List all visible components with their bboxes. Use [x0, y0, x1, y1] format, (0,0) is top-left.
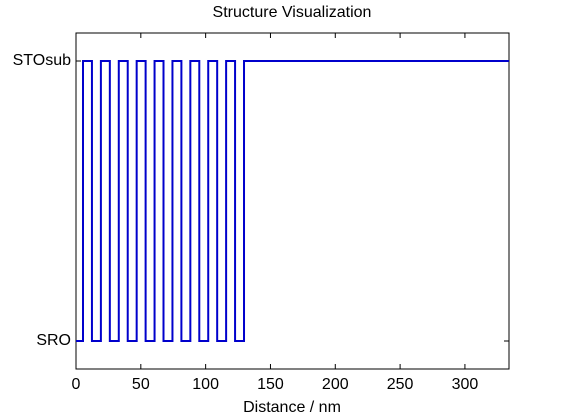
y-tick-label: SRO — [36, 332, 71, 349]
chart-title: Structure Visualization — [213, 4, 372, 21]
x-tick-label: 100 — [192, 376, 219, 393]
x-tick-label: 0 — [72, 376, 81, 393]
y-tick-label: STOsub — [13, 52, 72, 69]
x-tick-label: 50 — [132, 376, 150, 393]
x-axis-label: Distance / nm — [243, 399, 341, 416]
x-tick-label: 150 — [257, 376, 284, 393]
axes-box — [75, 32, 510, 370]
x-tick-label: 250 — [387, 376, 414, 393]
x-tick-label: 300 — [452, 376, 479, 393]
x-tick-label: 200 — [322, 376, 349, 393]
data-line — [76, 60, 509, 342]
